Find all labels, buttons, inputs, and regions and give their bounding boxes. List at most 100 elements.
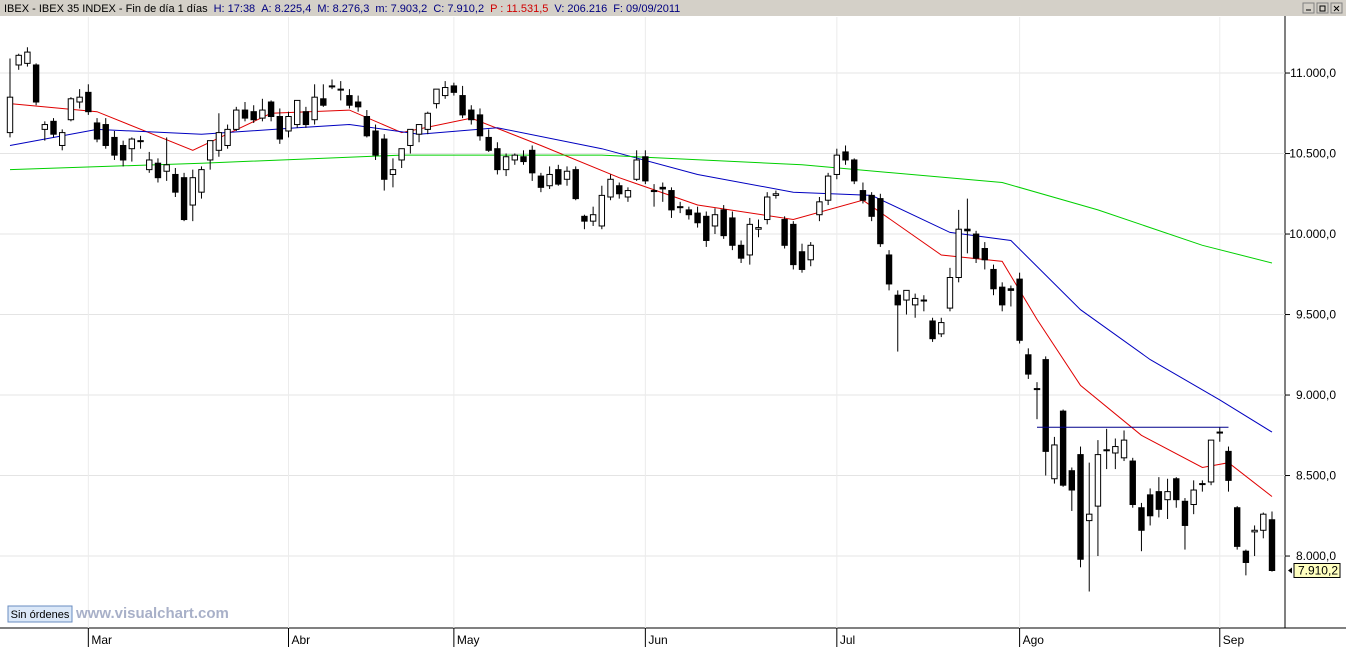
x-tick-label: Ago	[1023, 633, 1045, 647]
candle-body	[111, 136, 118, 156]
minimize-button[interactable]	[1302, 2, 1315, 14]
orders-button[interactable]	[7, 605, 73, 623]
candle-body	[415, 124, 423, 135]
candle-body	[633, 159, 640, 180]
icon	[1319, 5, 1326, 12]
candle-body	[711, 214, 719, 227]
maximize-button[interactable]	[1316, 2, 1329, 14]
candle-body	[372, 130, 379, 156]
y-tick-label: 11.000,0	[1290, 66, 1336, 80]
candle-body	[520, 156, 527, 163]
candle-body	[833, 154, 841, 175]
y-tick-label: 10.500,0	[1289, 147, 1336, 161]
x-tick-label: Sep	[1223, 633, 1245, 647]
candle-body	[154, 162, 162, 179]
candle-body	[607, 178, 614, 198]
y-tick-label: 8.500,0	[1296, 469, 1336, 483]
candle-body	[24, 51, 31, 64]
candle-body	[407, 128, 414, 146]
candle-body	[1260, 513, 1267, 531]
candle-body	[964, 228, 971, 232]
candle-body	[15, 54, 22, 66]
header-title: IBEX - IBEX 35 INDEX - Fin de día 1 días	[4, 3, 208, 15]
candle-body	[424, 112, 431, 130]
last-value-label: 7.910,2	[1298, 563, 1338, 577]
candle-body	[259, 109, 266, 119]
candle-body	[650, 190, 658, 193]
candle-body	[1199, 483, 1206, 486]
candle-body	[581, 215, 588, 222]
candle-body	[946, 277, 954, 309]
candle-body	[816, 201, 823, 216]
candle-body	[555, 169, 562, 185]
x-tick-label: Jul	[840, 633, 855, 647]
candle-body	[824, 175, 832, 201]
candle-body	[180, 177, 188, 221]
candle-body	[1051, 444, 1058, 480]
candle-body	[955, 228, 962, 279]
y-tick-label: 10.000,0	[1289, 227, 1336, 241]
header-field: P : 11.531,5	[490, 3, 548, 15]
y-tick-label: 9.000,0	[1296, 388, 1336, 402]
candle-body	[781, 219, 788, 246]
candle-body	[93, 122, 101, 140]
y-tick-label: 9.500,0	[1296, 308, 1336, 322]
candle-body	[929, 320, 936, 340]
candle-body	[537, 175, 545, 188]
candle-body	[450, 85, 458, 93]
candle-body	[267, 101, 275, 117]
candle-body	[851, 159, 858, 182]
candle-body	[302, 111, 310, 126]
header-text: IBEX - IBEX 35 INDEX - Fin de día 1 días…	[4, 3, 680, 15]
candle-body	[772, 193, 780, 196]
candle-body	[598, 194, 606, 227]
candle-body	[468, 109, 475, 121]
candle-body	[903, 289, 910, 301]
candle-body	[807, 244, 814, 261]
candle-body	[790, 223, 797, 266]
candle-body	[363, 115, 371, 137]
candle-body	[694, 212, 701, 224]
candle-body	[1068, 470, 1076, 491]
candle-body	[215, 132, 223, 151]
candle-body	[1103, 449, 1110, 452]
candle-body	[189, 177, 196, 206]
icon	[1333, 5, 1340, 12]
candle-body	[572, 169, 579, 200]
plot	[6, 47, 1276, 592]
candle-body	[311, 96, 318, 121]
candle-body	[1059, 410, 1067, 486]
candle-body	[398, 148, 405, 161]
candle-body	[685, 209, 693, 216]
candle-body	[1025, 354, 1032, 375]
candle-body	[729, 217, 736, 246]
candle-body	[294, 99, 301, 126]
candle-body	[50, 120, 57, 135]
candle-body	[1268, 519, 1276, 571]
header-field: F: 09/09/2011	[613, 3, 680, 15]
candle-body	[911, 297, 919, 306]
x-tick-label: Mar	[91, 633, 112, 647]
header-field: A: 8.225,4	[261, 3, 311, 15]
candle-body	[128, 138, 136, 150]
candle-body	[76, 96, 83, 103]
candle-body	[1129, 460, 1136, 506]
candle-body	[529, 149, 536, 174]
header-field: H: 17:38	[214, 3, 256, 15]
window-buttons[interactable]	[1302, 2, 1343, 14]
header-bar	[0, 0, 1346, 16]
candle-body	[1086, 513, 1093, 522]
candle-body	[67, 98, 75, 121]
candle-body	[198, 169, 205, 193]
moving-average	[9, 154, 1273, 264]
candle-body	[894, 294, 901, 306]
candle-body	[1190, 489, 1197, 506]
candle-body	[1112, 446, 1119, 454]
candle-body	[1016, 278, 1023, 341]
orders-button-label[interactable]: Sin órdenes	[11, 609, 70, 621]
x-tick-label: May	[457, 633, 480, 647]
candle-body	[563, 170, 571, 180]
candle-body	[502, 156, 510, 171]
